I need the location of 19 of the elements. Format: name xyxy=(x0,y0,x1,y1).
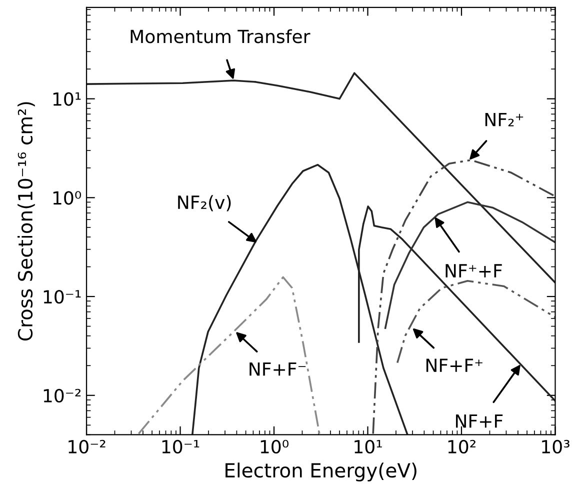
y-axis-title: Cross Section(10⁻¹⁶ cm²) xyxy=(18,102,35,341)
y-tick-label: 10¹ xyxy=(53,92,81,106)
annotation: NF+F xyxy=(456,414,503,428)
x-tick-label: 10⁻² xyxy=(68,440,106,454)
x-tick-label: 10³ xyxy=(542,440,570,454)
y-tick-label: 10⁻² xyxy=(44,388,81,402)
annotation: Momentum Transfer xyxy=(130,29,310,44)
y-tick-label: 10⁻¹ xyxy=(44,290,81,304)
annotation: NF⁺+F xyxy=(446,264,502,278)
annotation: NF₂(v) xyxy=(178,195,231,212)
x-tick-label: 10⁻¹ xyxy=(162,440,200,454)
x-tick-label: 10² xyxy=(448,440,476,454)
annotation: NF₂⁺ xyxy=(485,112,524,126)
x-tick-label: 10¹ xyxy=(354,440,382,454)
x-tick-label: 10⁰ xyxy=(260,440,288,454)
x-axis-title: Electron Energy(eV) xyxy=(226,462,416,482)
annotation: NF+F⁻ xyxy=(250,362,306,376)
annotation: NF+F⁺ xyxy=(426,358,482,372)
y-tick-label: 10⁰ xyxy=(53,191,82,205)
